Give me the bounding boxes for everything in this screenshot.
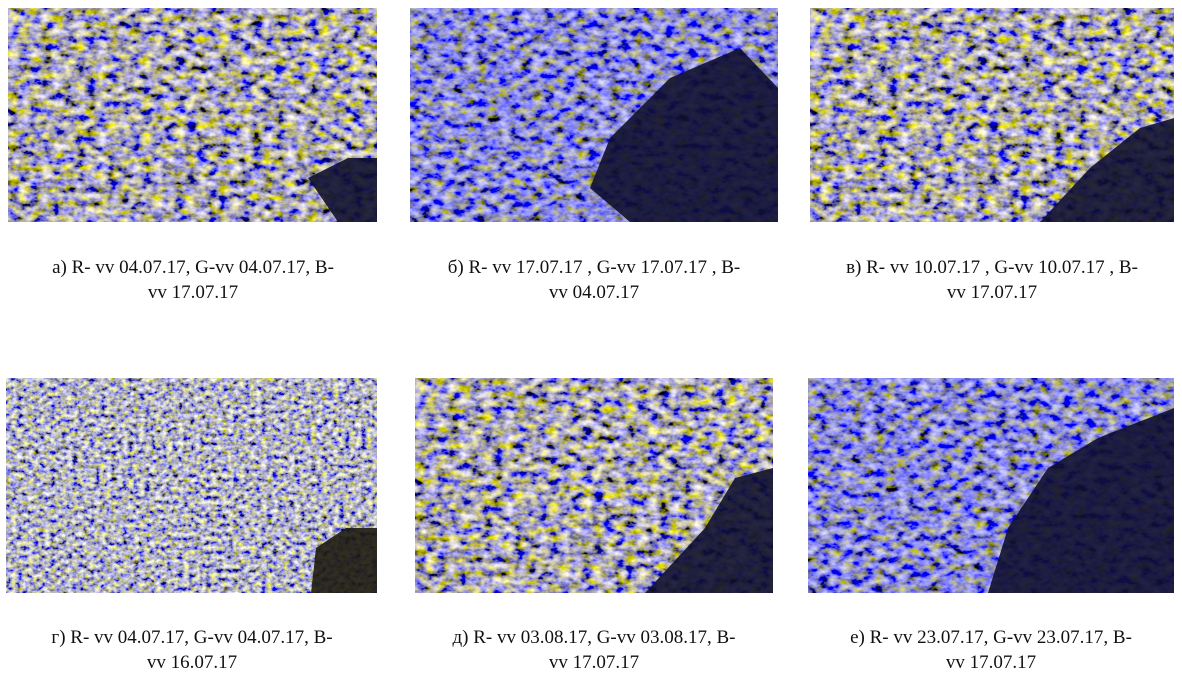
caption-line: vv 16.07.17 (0, 650, 392, 675)
caption: в) R- vv 10.07.17 , G-vv 10.07.17 , B-vv… (792, 255, 1182, 305)
page: а) R- vv 04.07.17, G-vv 04.07.17, B-vv 1… (0, 0, 1182, 676)
caption-line: д) R- vv 03.08.17, G-vv 03.08.17, B- (394, 625, 794, 650)
caption-line: в) R- vv 10.07.17 , G-vv 10.07.17 , B- (792, 255, 1182, 280)
caption: г) R- vv 04.07.17, G-vv 04.07.17, B-vv 1… (0, 625, 392, 675)
caption-line: е) R- vv 23.07.17, G-vv 23.07.17, B- (791, 625, 1182, 650)
sar-image (415, 378, 773, 593)
caption: а) R- vv 04.07.17, G-vv 04.07.17, B-vv 1… (0, 255, 393, 305)
caption-line: г) R- vv 04.07.17, G-vv 04.07.17, B- (0, 625, 392, 650)
sar-image (410, 8, 778, 222)
caption: е) R- vv 23.07.17, G-vv 23.07.17, B-vv 1… (791, 625, 1182, 675)
caption-line: а) R- vv 04.07.17, G-vv 04.07.17, B- (0, 255, 393, 280)
caption: б) R- vv 17.07.17 , G-vv 17.07.17 , B-vv… (394, 255, 794, 305)
sar-image (808, 378, 1174, 593)
sar-image (8, 8, 377, 222)
caption: д) R- vv 03.08.17, G-vv 03.08.17, B-vv 1… (394, 625, 794, 675)
sar-image (6, 378, 377, 593)
sar-image (810, 8, 1174, 222)
caption-line: б) R- vv 17.07.17 , G-vv 17.07.17 , B- (394, 255, 794, 280)
caption-line: vv 17.07.17 (0, 280, 393, 305)
caption-line: vv 17.07.17 (791, 650, 1182, 675)
caption-line: vv 17.07.17 (792, 280, 1182, 305)
caption-line: vv 17.07.17 (394, 650, 794, 675)
caption-line: vv 04.07.17 (394, 280, 794, 305)
